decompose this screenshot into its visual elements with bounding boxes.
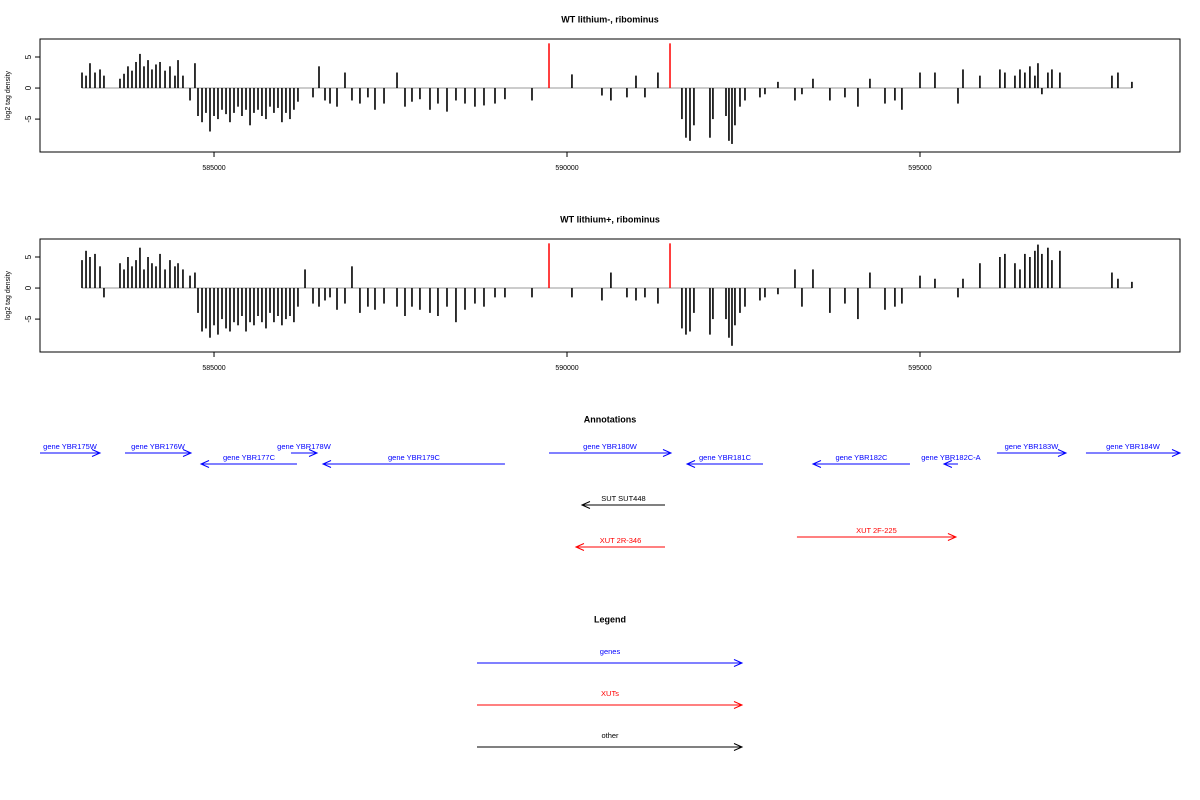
feature-label: gene YBR180W xyxy=(583,442,638,451)
arrow-head xyxy=(662,449,673,457)
feature-label: gene YBR176W xyxy=(131,442,186,451)
feature-label: XUT 2F-225 xyxy=(856,526,897,535)
feature-label: gene YBR181C xyxy=(699,453,752,462)
feature-label: XUT 2R-346 xyxy=(600,536,642,545)
legend-label: XUTs xyxy=(601,689,619,698)
feature-label: gene YBR175W xyxy=(43,442,98,451)
y-axis-label: log2 tag density xyxy=(5,70,12,120)
feature: XUT 2F-225 xyxy=(796,526,958,541)
x-tick-label: 590000 xyxy=(555,365,578,372)
feature-label: SUT SUT448 xyxy=(601,494,645,503)
feature-label: gene YBR183W xyxy=(1005,442,1060,451)
y-tick-label: 0 xyxy=(24,85,33,90)
arrow-head xyxy=(1171,449,1182,457)
legend-title: Legend xyxy=(594,614,626,624)
arrow-head xyxy=(733,701,744,709)
y-axis-label: log2 tag density xyxy=(5,270,12,320)
feature: gene YBR179C xyxy=(321,453,505,468)
feature: gene YBR183W xyxy=(996,442,1068,457)
arrow-head xyxy=(733,659,744,667)
feature-label: gene YBR184W xyxy=(1106,442,1161,451)
panel-title: WT lithium-, ribominus xyxy=(561,14,659,24)
x-tick-label: 595000 xyxy=(908,365,931,372)
panel-title: Annotations xyxy=(584,414,637,424)
feature: SUT SUT448 xyxy=(580,494,665,509)
x-tick-label: 590000 xyxy=(555,165,578,172)
arrow-head xyxy=(685,460,696,468)
x-tick-label: 585000 xyxy=(202,165,225,172)
feature: gene YBR182C xyxy=(811,453,910,468)
plot-frame xyxy=(39,38,1181,153)
x-tick-label: 585000 xyxy=(202,365,225,372)
feature-label: gene YBR177C xyxy=(223,453,276,462)
arrow-head xyxy=(574,543,585,551)
feature-label: gene YBR178W xyxy=(277,442,332,451)
arrow-head xyxy=(580,501,591,509)
arrow-head xyxy=(942,460,953,468)
feature: gene YBR175W xyxy=(40,442,102,457)
feature: gene YBR178W xyxy=(277,442,332,457)
arrow-head xyxy=(321,460,332,468)
feature: gene YBR182C-A xyxy=(921,453,981,468)
y-tick-label: 0 xyxy=(24,285,33,290)
feature-label: gene YBR182C-A xyxy=(921,453,980,462)
feature: gene YBR177C xyxy=(199,453,297,468)
arrow-head xyxy=(733,743,744,751)
panel-title: WT lithium+, ribominus xyxy=(560,214,660,224)
arrow-head xyxy=(1057,449,1068,457)
feature: gene YBR181C xyxy=(685,453,763,468)
arrow-head xyxy=(182,449,193,457)
feature: gene YBR176W xyxy=(124,442,193,457)
feature: XUT 2R-346 xyxy=(574,536,665,551)
plot-frame xyxy=(39,238,1181,353)
arrow-head xyxy=(91,449,102,457)
feature: gene YBR184W xyxy=(1085,442,1182,457)
x-tick-label: 595000 xyxy=(908,165,931,172)
arrow-head xyxy=(308,449,319,457)
arrow-head xyxy=(811,460,822,468)
y-tick-label: 5 xyxy=(24,54,33,59)
y-tick-label: 5 xyxy=(24,254,33,259)
y-tick-label: -5 xyxy=(24,315,33,323)
feature: gene YBR180W xyxy=(549,442,673,457)
legend-label: other xyxy=(601,731,619,740)
feature-label: gene YBR179C xyxy=(388,453,441,462)
feature-label: gene YBR182C xyxy=(835,453,888,462)
y-tick-label: -5 xyxy=(24,115,33,123)
arrow-head xyxy=(947,533,958,541)
arrow-head xyxy=(199,460,210,468)
legend-label: genes xyxy=(600,647,621,656)
